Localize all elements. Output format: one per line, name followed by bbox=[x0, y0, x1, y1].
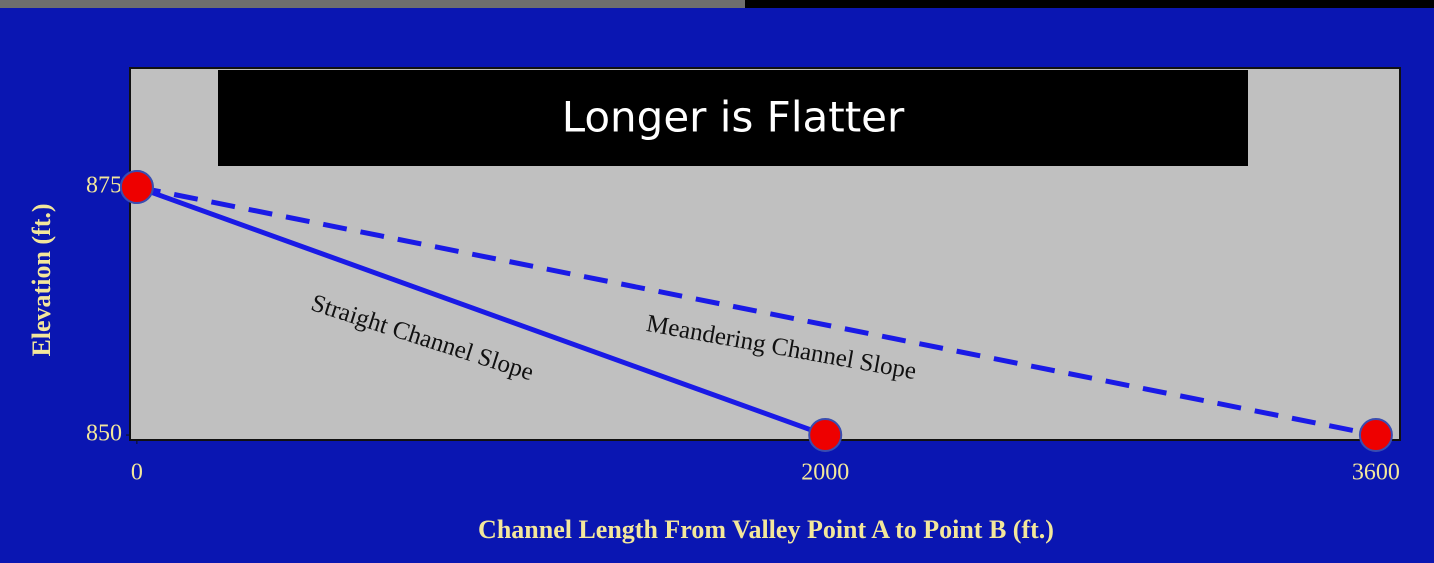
data-point bbox=[1360, 419, 1392, 451]
chart-title: Longer is Flatter bbox=[562, 93, 905, 142]
chart: Longer is Flatter Channel Length From Va… bbox=[0, 0, 1434, 563]
x-tick-label: 2000 bbox=[801, 460, 849, 486]
x-tick-label: 0 bbox=[131, 460, 143, 486]
y-tick-label: 850 bbox=[86, 421, 122, 447]
x-tick-label: 3600 bbox=[1352, 460, 1400, 486]
x-axis-label: Channel Length From Valley Point A to Po… bbox=[478, 515, 1054, 544]
data-point bbox=[809, 419, 841, 451]
y-tick-label: 875 bbox=[86, 173, 122, 199]
data-point bbox=[121, 171, 153, 203]
page: {"chart_data": {"type": "line", "title":… bbox=[0, 0, 1434, 563]
y-axis-label: Elevation (ft.) bbox=[27, 203, 56, 356]
